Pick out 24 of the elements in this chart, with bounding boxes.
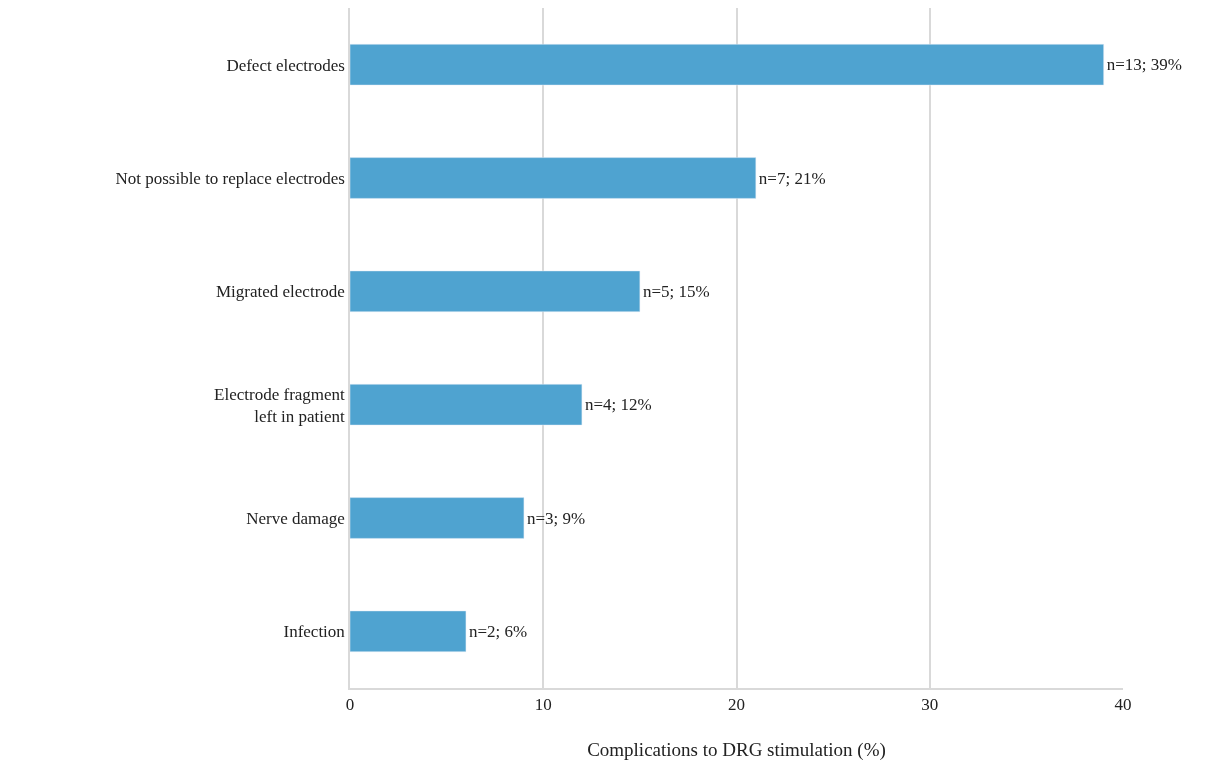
y-tick-label: Electrode fragment left in patient bbox=[214, 384, 346, 426]
y-tick-label: Not possible to replace electrodes bbox=[115, 168, 345, 188]
bar bbox=[350, 270, 641, 312]
x-tick-label: 40 bbox=[1114, 695, 1132, 715]
bar bbox=[350, 157, 757, 199]
data-label: n=2; 6% bbox=[468, 621, 528, 641]
x-axis-title: Complications to DRG stimulation (%) bbox=[587, 739, 886, 762]
bar bbox=[350, 44, 1104, 86]
x-tick-label: 20 bbox=[728, 695, 745, 715]
y-tick-label: Defect electrodes bbox=[226, 55, 345, 75]
data-label: n=3; 9% bbox=[526, 508, 586, 528]
y-tick-label: Infection bbox=[283, 622, 346, 642]
x-tick-label: 30 bbox=[921, 695, 939, 715]
x-tick-label: 10 bbox=[534, 695, 552, 715]
y-tick-label: Nerve damage bbox=[246, 508, 345, 528]
bar bbox=[350, 610, 467, 652]
data-label: n=7; 21% bbox=[758, 168, 826, 188]
y-tick-label: Migrated electrode bbox=[215, 282, 345, 302]
data-label: n=4; 12% bbox=[584, 395, 652, 415]
x-tick-label: 0 bbox=[345, 695, 355, 715]
bar bbox=[350, 497, 525, 539]
data-label: n=13; 39% bbox=[1106, 55, 1182, 75]
bar bbox=[350, 384, 583, 426]
data-label: n=5; 15% bbox=[642, 281, 710, 301]
